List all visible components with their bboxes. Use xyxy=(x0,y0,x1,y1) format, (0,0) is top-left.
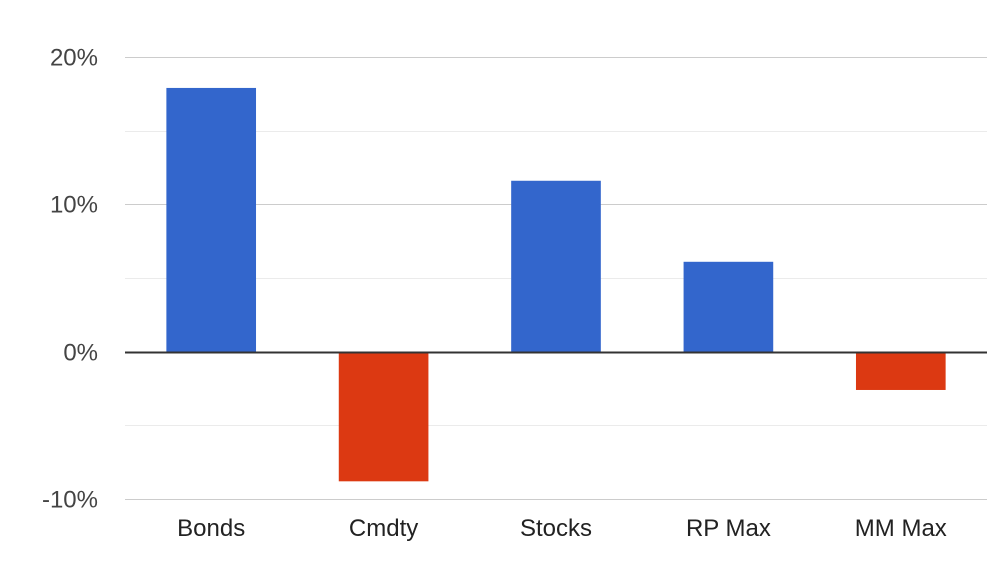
y-tick-label: -10% xyxy=(42,487,98,514)
x-tick-label: MM Max xyxy=(855,515,947,542)
x-tick-label: Cmdty xyxy=(349,515,418,542)
bar-stocks xyxy=(511,180,601,352)
y-tick-label: 10% xyxy=(50,192,98,219)
bar-cmdty xyxy=(338,351,429,482)
labels: 20% 10% 0% -10% Bonds Cmdty Stocks RP Max MM Max xyxy=(42,45,947,543)
x-tick-label: Stocks xyxy=(520,515,592,542)
bar-bonds xyxy=(166,87,257,352)
bar-mm-max xyxy=(855,351,946,390)
y-tick-label: 20% xyxy=(50,45,98,72)
x-tick-label: RP Max xyxy=(686,515,771,542)
x-tick-label: Bonds xyxy=(177,515,245,542)
bars xyxy=(166,87,946,482)
y-tick-label: 0% xyxy=(63,340,98,367)
bar-rp-max xyxy=(683,261,774,352)
